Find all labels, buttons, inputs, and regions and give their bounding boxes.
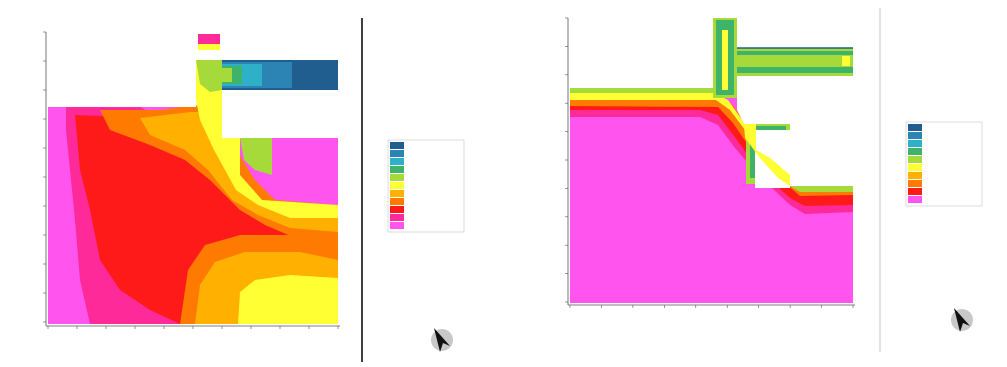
right-step-lower-green bbox=[790, 186, 853, 192]
right-duct-light bbox=[737, 55, 853, 67]
right-legend bbox=[905, 121, 983, 207]
left-region-green-top bbox=[196, 60, 222, 92]
right-legend-swatch bbox=[908, 156, 922, 163]
left-region-yellow-step bbox=[195, 60, 338, 218]
right-north-arrow-icon bbox=[951, 308, 973, 332]
left-legend-swatch bbox=[390, 182, 404, 189]
left-region-yellow-lower bbox=[238, 275, 338, 324]
left-region-green-step bbox=[240, 138, 272, 175]
right-column-yellow bbox=[722, 30, 728, 90]
left-region-amber bbox=[140, 112, 338, 232]
right-legend-frame bbox=[905, 121, 983, 207]
right-heatmap bbox=[567, 18, 855, 306]
right-region-green-band bbox=[570, 88, 718, 93]
left-empty-notch bbox=[222, 90, 338, 138]
right-y-tick-labels bbox=[565, 17, 568, 303]
left-legend-swatch bbox=[390, 174, 404, 181]
right-empty-topleft bbox=[570, 18, 713, 88]
right-legend-swatch bbox=[908, 148, 922, 155]
right-legend-swatch bbox=[908, 132, 922, 139]
left-y-tick-labels bbox=[43, 31, 46, 323]
right-step-fill bbox=[744, 124, 790, 186]
left-legend-swatch bbox=[390, 150, 404, 157]
left-legend-swatch bbox=[390, 222, 404, 229]
right-legend-swatch bbox=[908, 188, 922, 195]
left-empty-topright bbox=[222, 32, 338, 60]
left-legend-swatch bbox=[390, 206, 404, 213]
right-legend-swatch bbox=[908, 164, 922, 171]
left-column-yellow bbox=[198, 44, 220, 50]
left-legend bbox=[387, 139, 465, 233]
right-duct-yellow bbox=[842, 56, 850, 66]
left-legend-swatch bbox=[390, 198, 404, 205]
right-legend-swatch bbox=[908, 180, 922, 187]
right-x-tick-labels bbox=[569, 305, 854, 308]
right-empty-notch bbox=[737, 78, 853, 186]
right-legend-swatch bbox=[908, 124, 922, 131]
left-legend-swatch bbox=[390, 166, 404, 173]
left-legend-frame bbox=[387, 139, 465, 233]
right-legend-swatch bbox=[908, 140, 922, 147]
left-legend-swatch bbox=[390, 190, 404, 197]
right-legend-swatch bbox=[908, 196, 922, 203]
left-north-arrow-icon bbox=[431, 328, 453, 352]
left-empty-topleft bbox=[48, 32, 196, 107]
left-heatmap bbox=[45, 32, 340, 327]
left-legend-swatch bbox=[390, 142, 404, 149]
left-legend-swatch bbox=[390, 214, 404, 221]
left-duct-lime bbox=[222, 68, 232, 82]
left-column-pink bbox=[198, 34, 220, 44]
right-legend-swatch bbox=[908, 172, 922, 179]
left-x-tick-labels bbox=[47, 326, 339, 329]
left-legend-swatch bbox=[390, 158, 404, 165]
